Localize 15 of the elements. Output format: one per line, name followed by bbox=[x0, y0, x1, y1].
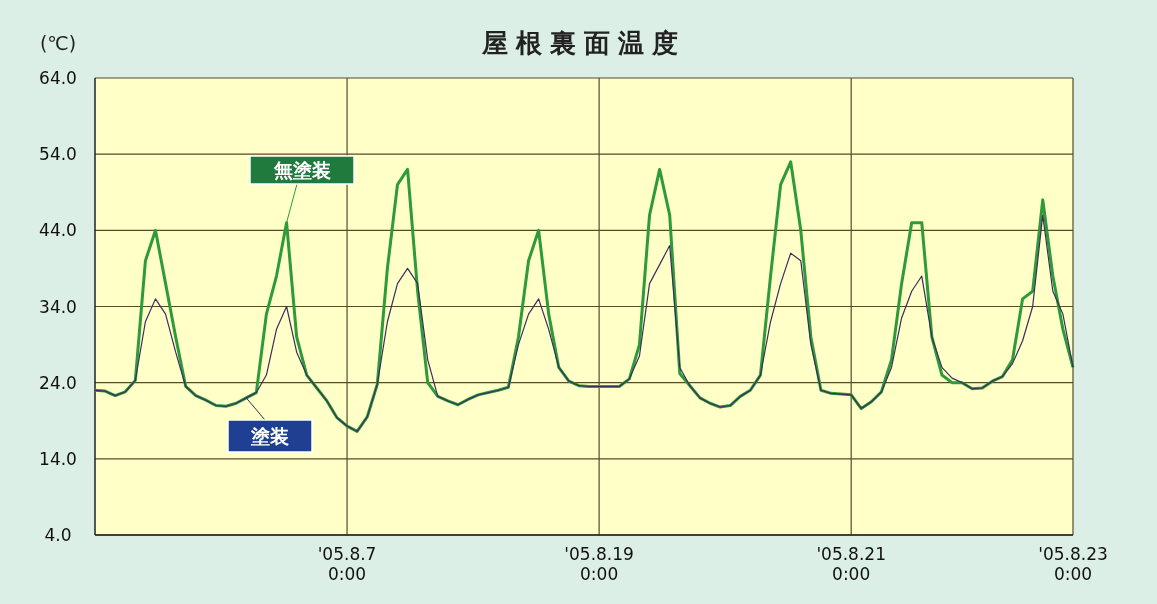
y-tick-label: 24.0 bbox=[39, 372, 77, 393]
y-tick-label: 34.0 bbox=[39, 296, 77, 317]
y-tick-label: 14.0 bbox=[39, 448, 77, 469]
x-tick-label: '05.8.21 0:00 bbox=[816, 544, 886, 584]
y-tick-label: 54.0 bbox=[39, 144, 77, 165]
chart-title: 屋根裏面温度 bbox=[481, 28, 686, 58]
text: 無塗装 bbox=[272, 159, 331, 181]
x-tick-label: '05.8.19 0:00 bbox=[564, 544, 634, 584]
x-tick-label: '05.8.7 0:00 bbox=[317, 544, 377, 584]
y-tick-label: 64.0 bbox=[39, 68, 77, 88]
y-tick-label: 44.0 bbox=[39, 220, 77, 241]
legend-label: 塗装 bbox=[250, 425, 289, 447]
x-tick-label: '05.8.23 0:00 bbox=[1038, 544, 1108, 584]
y-tick-label: 4.0 bbox=[44, 525, 72, 545]
y-axis-title: (℃) bbox=[39, 32, 77, 54]
